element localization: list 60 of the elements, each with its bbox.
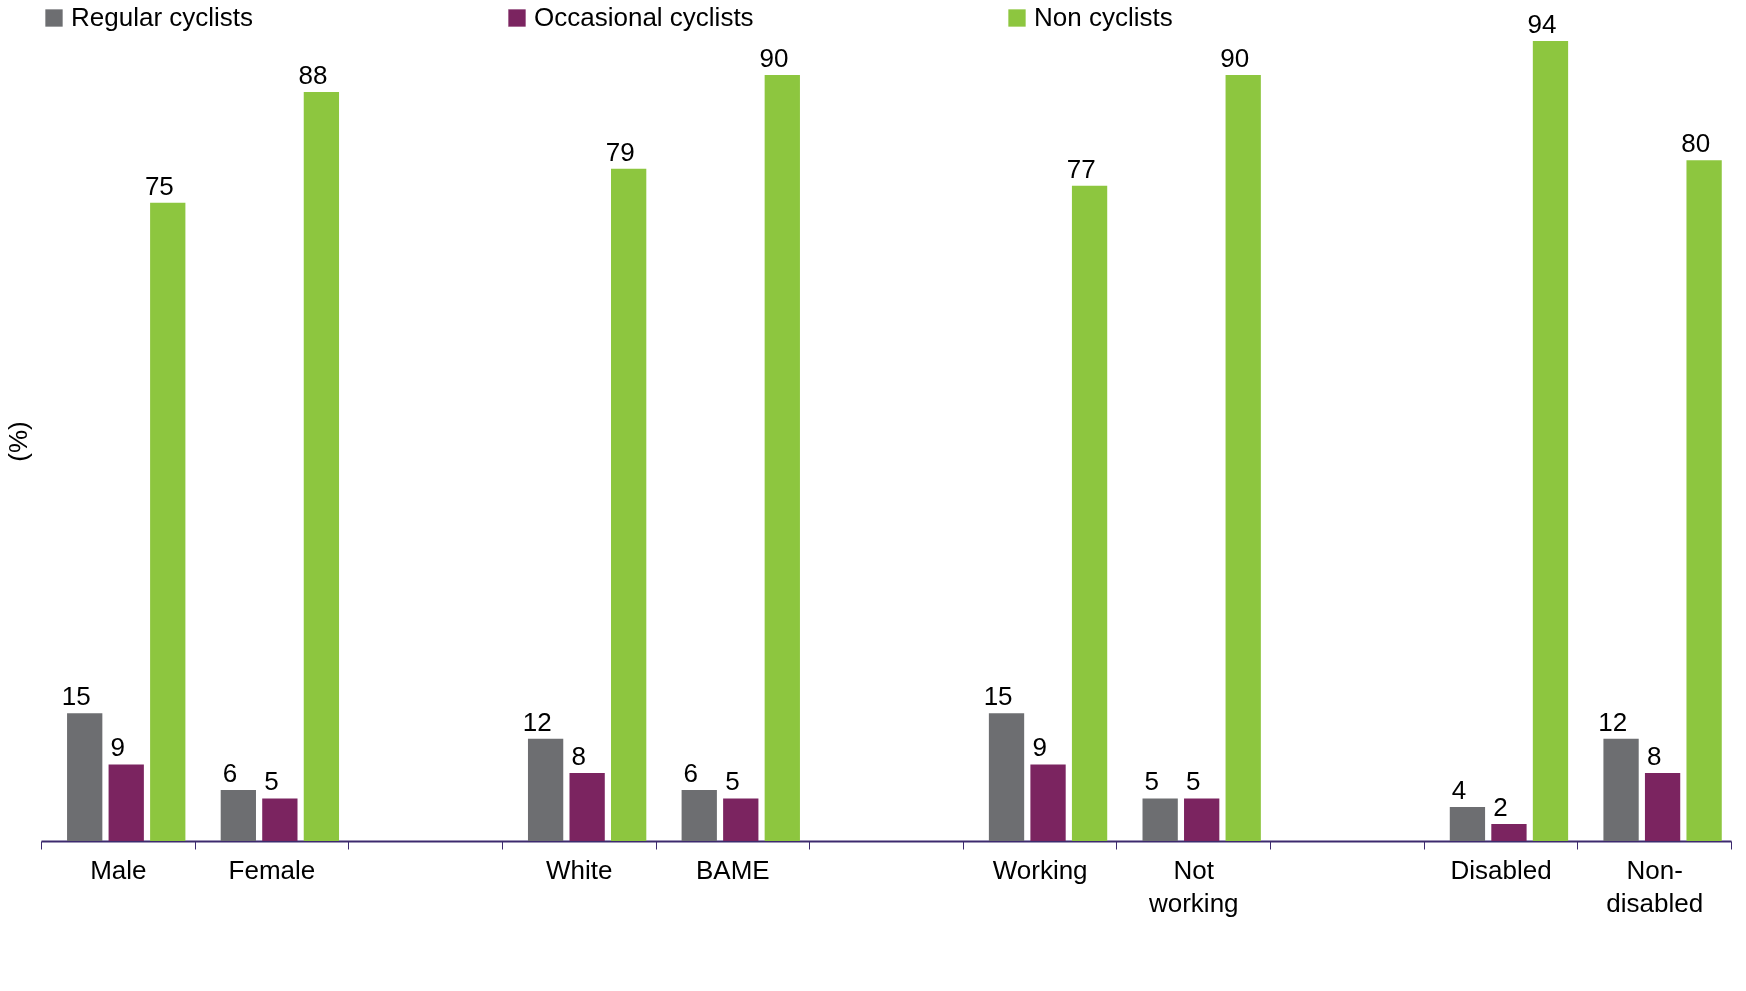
bar [1491, 823, 1527, 841]
data-label: 5 [725, 766, 740, 797]
x-tick-label: BAME [696, 854, 770, 885]
bar [988, 713, 1025, 841]
data-label: 80 [1681, 128, 1711, 159]
legend-label: Occasional cyclists [534, 2, 754, 32]
data-label: 8 [571, 740, 586, 771]
data-label: 6 [683, 757, 699, 788]
bar [527, 738, 564, 841]
bar [1644, 772, 1681, 841]
bar [1449, 806, 1486, 841]
legend-label: Regular cyclists [71, 2, 254, 32]
bar [262, 798, 298, 841]
data-label: 9 [110, 732, 126, 763]
data-label: 4 [1451, 774, 1467, 805]
x-tick-label: Working [992, 854, 1088, 885]
data-label: 15 [983, 681, 1013, 712]
data-label: 79 [605, 136, 635, 167]
bar [569, 772, 605, 841]
data-label: 94 [1527, 9, 1557, 39]
bar [150, 202, 186, 841]
x-tick-label: Disabled [1450, 854, 1552, 885]
bar [220, 789, 256, 841]
data-label: 2 [1493, 791, 1508, 822]
y-axis-title: (%) [2, 421, 33, 462]
data-label: 77 [1066, 153, 1096, 184]
bar [611, 168, 647, 841]
data-label: 88 [298, 60, 328, 91]
bar [1532, 41, 1569, 841]
data-label: 15 [61, 681, 91, 712]
legend-label: Non cyclists [1034, 2, 1173, 32]
data-label: 8 [1646, 740, 1662, 771]
data-label: 12 [522, 706, 552, 737]
bar [723, 798, 759, 841]
data-label: 75 [144, 170, 174, 201]
data-label: 5 [1144, 766, 1159, 797]
bar [108, 764, 144, 841]
data-label: 5 [1186, 766, 1201, 797]
data-label: 90 [1220, 43, 1250, 74]
bar [1030, 764, 1066, 841]
bar [67, 713, 103, 841]
bar [303, 92, 340, 841]
bar [1225, 75, 1261, 841]
data-label: 9 [1032, 732, 1047, 763]
bar [1142, 798, 1178, 841]
x-tick-label: White [545, 854, 613, 885]
x-tick-label: Not working [1147, 854, 1239, 918]
data-label: 6 [222, 757, 238, 788]
data-label: 90 [759, 43, 789, 74]
bar [764, 75, 800, 841]
x-tick-label: Male [90, 854, 147, 885]
data-label: 12 [1598, 706, 1628, 737]
x-tick-label: Female [228, 854, 316, 885]
bar [1686, 160, 1722, 841]
bar [1603, 738, 1639, 841]
data-label: 5 [264, 766, 279, 797]
x-tick-label: Non-disabled [1606, 854, 1704, 918]
bar [1184, 798, 1220, 841]
bar [681, 789, 717, 841]
bar [1071, 185, 1108, 841]
